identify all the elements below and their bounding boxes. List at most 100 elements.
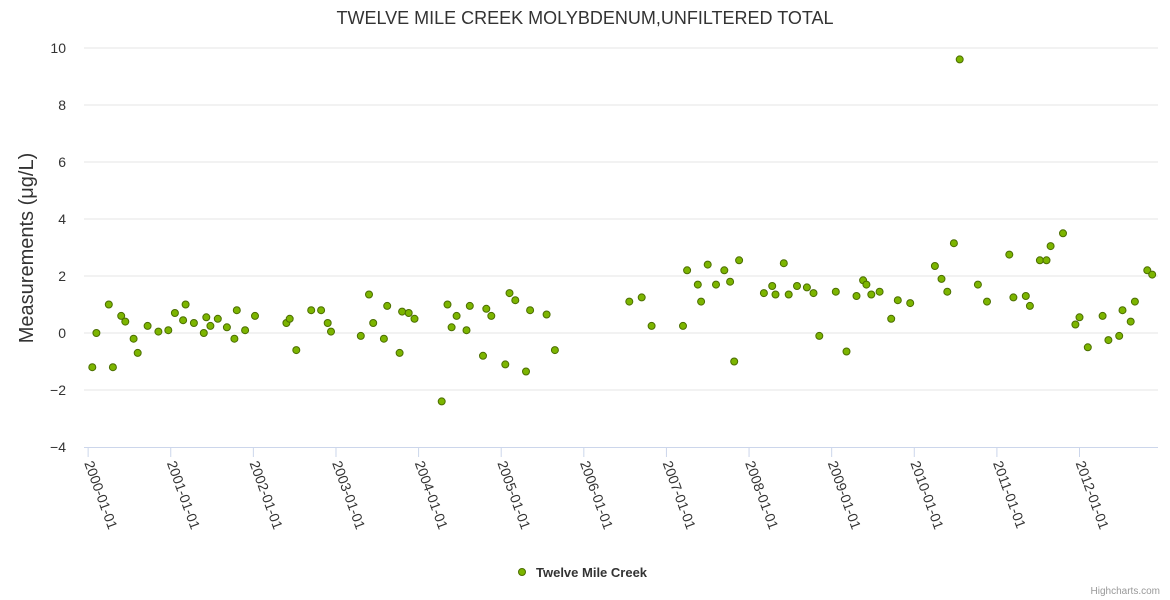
credits-link[interactable]: Highcharts.com bbox=[1091, 586, 1160, 597]
data-point[interactable] bbox=[487, 311, 496, 320]
data-point[interactable] bbox=[983, 297, 991, 306]
data-point[interactable] bbox=[949, 239, 958, 248]
data-point[interactable] bbox=[550, 346, 559, 355]
data-point[interactable] bbox=[213, 314, 222, 323]
data-point[interactable] bbox=[852, 292, 861, 300]
data-point[interactable] bbox=[1118, 306, 1127, 315]
data-point[interactable] bbox=[867, 290, 876, 299]
data-point[interactable] bbox=[1083, 343, 1092, 352]
data-point[interactable] bbox=[726, 277, 735, 286]
data-point[interactable] bbox=[703, 260, 712, 269]
data-point[interactable] bbox=[206, 321, 215, 330]
data-point[interactable] bbox=[447, 323, 456, 332]
legend-item-label[interactable]: Twelve Mile Creek bbox=[536, 565, 648, 580]
data-point[interactable] bbox=[222, 323, 231, 332]
data-point[interactable] bbox=[862, 280, 871, 289]
data-point[interactable] bbox=[784, 290, 793, 299]
data-point[interactable] bbox=[522, 367, 530, 376]
data-point[interactable] bbox=[759, 289, 768, 298]
data-point[interactable] bbox=[395, 348, 404, 357]
data-point[interactable] bbox=[768, 282, 777, 290]
data-point[interactable] bbox=[1042, 256, 1051, 265]
data-point[interactable] bbox=[893, 296, 902, 305]
data-point[interactable] bbox=[542, 310, 551, 319]
data-point[interactable] bbox=[323, 319, 332, 327]
data-point[interactable] bbox=[404, 309, 413, 317]
data-point[interactable] bbox=[930, 262, 939, 270]
data-point[interactable] bbox=[230, 334, 239, 343]
data-point[interactable] bbox=[1075, 313, 1084, 322]
data-point[interactable] bbox=[379, 334, 388, 343]
data-point[interactable] bbox=[398, 307, 407, 316]
data-point[interactable] bbox=[452, 311, 461, 320]
data-point[interactable] bbox=[251, 311, 259, 320]
data-point[interactable] bbox=[88, 363, 97, 372]
data-point[interactable] bbox=[647, 321, 656, 330]
data-point[interactable] bbox=[1035, 256, 1044, 265]
data-point[interactable] bbox=[383, 301, 392, 310]
data-point[interactable] bbox=[1148, 270, 1157, 279]
data-point[interactable] bbox=[241, 326, 250, 335]
data-point[interactable] bbox=[292, 346, 301, 355]
data-point[interactable] bbox=[1126, 317, 1135, 326]
data-point[interactable] bbox=[1115, 331, 1124, 340]
data-point[interactable] bbox=[887, 314, 896, 323]
data-point[interactable] bbox=[307, 306, 316, 315]
data-point[interactable] bbox=[937, 274, 946, 283]
data-point[interactable] bbox=[1143, 266, 1152, 275]
data-point[interactable] bbox=[121, 317, 130, 326]
data-point[interactable] bbox=[973, 280, 982, 289]
data-point[interactable] bbox=[906, 299, 915, 308]
data-point[interactable] bbox=[697, 297, 706, 306]
data-point[interactable] bbox=[771, 290, 780, 299]
data-point[interactable] bbox=[1021, 292, 1030, 300]
data-point[interactable] bbox=[410, 314, 419, 323]
data-point[interactable] bbox=[693, 280, 702, 289]
data-point[interactable] bbox=[526, 306, 535, 315]
data-point[interactable] bbox=[1104, 336, 1113, 345]
data-point[interactable] bbox=[482, 304, 491, 313]
data-point[interactable] bbox=[712, 280, 720, 289]
data-point[interactable] bbox=[465, 301, 474, 310]
data-point[interactable] bbox=[809, 289, 818, 298]
legend[interactable]: Twelve Mile Creek bbox=[518, 565, 648, 580]
data-point[interactable] bbox=[955, 55, 964, 64]
data-point[interactable] bbox=[199, 329, 208, 337]
data-point[interactable] bbox=[1005, 250, 1014, 259]
data-point[interactable] bbox=[1025, 301, 1034, 310]
data-point[interactable] bbox=[802, 283, 811, 292]
data-point[interactable] bbox=[730, 357, 739, 366]
data-point[interactable] bbox=[143, 321, 152, 330]
data-point[interactable] bbox=[943, 287, 952, 296]
data-point[interactable] bbox=[1130, 297, 1139, 306]
data-point[interactable] bbox=[108, 363, 117, 372]
data-point[interactable] bbox=[232, 306, 241, 315]
data-point[interactable] bbox=[154, 327, 163, 336]
data-point[interactable] bbox=[735, 256, 744, 265]
data-point[interactable] bbox=[511, 296, 520, 305]
data-point[interactable] bbox=[1009, 293, 1018, 302]
data-point[interactable] bbox=[189, 319, 198, 327]
data-point[interactable] bbox=[365, 290, 373, 299]
data-point[interactable] bbox=[501, 360, 510, 369]
data-point[interactable] bbox=[831, 287, 840, 296]
data-point[interactable] bbox=[462, 326, 471, 335]
data-point[interactable] bbox=[327, 327, 335, 336]
data-point[interactable] bbox=[92, 329, 101, 337]
data-point[interactable] bbox=[679, 321, 687, 330]
data-point[interactable] bbox=[170, 309, 179, 317]
data-point[interactable] bbox=[683, 266, 692, 275]
data-point[interactable] bbox=[181, 300, 190, 309]
data-point[interactable] bbox=[369, 319, 378, 327]
data-point[interactable] bbox=[793, 282, 801, 290]
data-point[interactable] bbox=[356, 331, 365, 340]
data-point[interactable] bbox=[164, 326, 173, 335]
data-point[interactable] bbox=[179, 316, 188, 325]
data-point[interactable] bbox=[720, 266, 729, 275]
data-point[interactable] bbox=[505, 289, 514, 298]
data-point[interactable] bbox=[437, 397, 446, 406]
data-point[interactable] bbox=[815, 331, 824, 340]
data-point[interactable] bbox=[842, 347, 851, 356]
data-point[interactable] bbox=[479, 351, 487, 360]
data-point[interactable] bbox=[117, 311, 126, 320]
